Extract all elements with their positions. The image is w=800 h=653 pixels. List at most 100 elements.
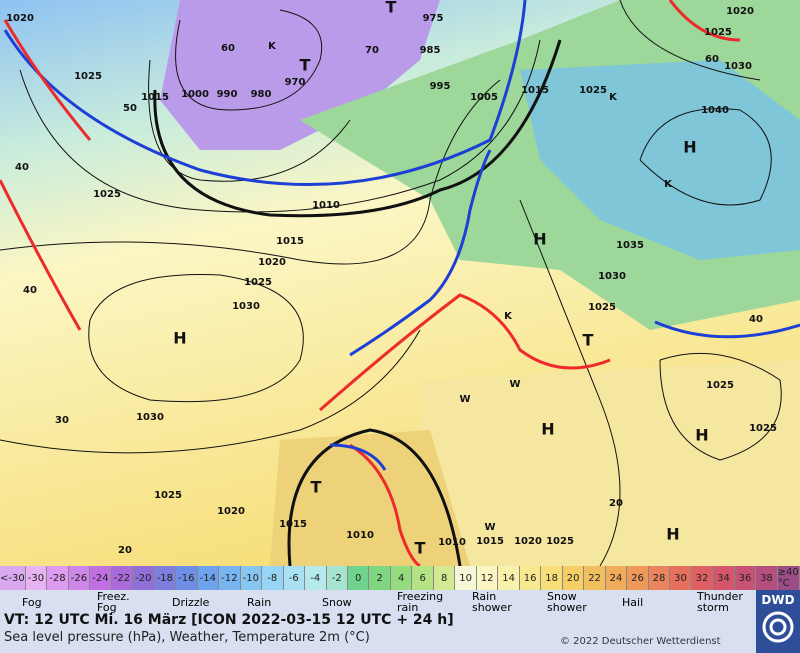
map-label: T: [386, 0, 397, 17]
legend-text: rain: [397, 601, 419, 614]
scale-cell: -16: [176, 566, 198, 590]
scale-cell: 2: [369, 566, 391, 590]
isobars: [0, 0, 782, 566]
map-label: K: [664, 179, 673, 190]
scale-cell: -4: [305, 566, 327, 590]
legend-text: storm: [697, 601, 729, 614]
legend-text: Snow: [322, 595, 352, 609]
map-label: 1025: [749, 423, 777, 434]
map-label: 985: [420, 45, 441, 56]
map-label: 1040: [701, 105, 729, 116]
legend-text: Freez.: [97, 590, 130, 603]
map-label: 60: [221, 43, 235, 54]
map-label: 1000: [181, 89, 209, 100]
scale-cell: 18: [541, 566, 563, 590]
legend-item: Rain shower: [450, 590, 525, 614]
scale-cell: -2: [326, 566, 348, 590]
scale-cell: 32: [691, 566, 714, 590]
map-label: 1025: [93, 189, 121, 200]
map-label: 30: [55, 415, 69, 426]
scale-cell: 30: [670, 566, 692, 590]
map-label: 1030: [232, 301, 260, 312]
scale-cell: 34: [713, 566, 735, 590]
scale-cell: 6: [412, 566, 434, 590]
legend-item: Drizzle: [150, 590, 225, 614]
legend-text: shower: [547, 601, 587, 614]
legend-text: Fog: [97, 601, 117, 614]
copyright: © 2022 Deutscher Wetterdienst: [560, 636, 721, 647]
map-label: 990: [217, 89, 238, 100]
logo-text: DWD: [761, 593, 795, 607]
valid-time: VT: 12 UTC Mi. 16 März [ICON 2022-03-15 …: [4, 612, 454, 628]
map-label: 50: [123, 103, 137, 114]
map-labels: 1020 1025 1015 1000 990 980 970 975 985 995 1005 10…: [6, 0, 777, 558]
map-label: W: [484, 522, 495, 533]
scale-cell: 38: [756, 566, 778, 590]
map-label: 1015: [141, 92, 169, 103]
map-label: T: [300, 56, 311, 75]
map-label: 1005: [470, 92, 498, 103]
map-label: 1025: [588, 302, 616, 313]
legend-item: Snow: [300, 590, 375, 614]
temperature-scale: <-30 -30 -28 -26 -24 -22 -20 -18 -16 -14 -12 -10 -8-…: [0, 566, 800, 590]
legend-text: shower: [472, 601, 512, 614]
map-label: 975: [423, 13, 444, 24]
map-label: W: [459, 394, 470, 405]
map-label: H: [173, 329, 186, 348]
legend-item: Freezing rain: [375, 590, 450, 614]
map-label: 1015: [279, 519, 307, 530]
map-label: 1015: [521, 85, 549, 96]
subtitle: Sea level pressure (hPa), Weather, Tempe…: [4, 630, 370, 645]
dwd-logo: DWD: [756, 590, 800, 653]
scale-cell: 36: [734, 566, 757, 590]
scale-cell: 28: [648, 566, 671, 590]
legend-item: Fog: [0, 590, 75, 614]
map-label: H: [695, 426, 708, 445]
map-label: 1025: [579, 85, 607, 96]
legend-text: Rain: [472, 590, 497, 603]
scale-cell: 14: [498, 566, 520, 590]
scale-cell: -8: [262, 566, 284, 590]
map-label: T: [583, 331, 594, 350]
legend-item: Freez. Fog: [75, 590, 150, 614]
map-label: H: [666, 525, 679, 544]
map-label: H: [533, 230, 546, 249]
scale-cell: 8: [433, 566, 456, 590]
scale-cell: -10: [240, 566, 263, 590]
scale-cell: 4: [390, 566, 413, 590]
scale-cell: 26: [627, 566, 649, 590]
map-label: 980: [251, 89, 272, 100]
scale-cell: 20: [562, 566, 585, 590]
scale-cell: -14: [197, 566, 220, 590]
map-label: 1020: [514, 536, 542, 547]
map-label: 1020: [258, 257, 286, 268]
legend-text: Thunder: [697, 590, 743, 603]
map-label: 1020: [6, 13, 34, 24]
map-label: 1025: [704, 27, 732, 38]
legend-text: Drizzle: [172, 595, 210, 609]
map-label: 60: [705, 54, 719, 65]
legend-text: Snow: [547, 590, 577, 603]
scale-cell: -18: [154, 566, 177, 590]
main-isobars: [153, 39, 562, 566]
scale-cell: -12: [219, 566, 241, 590]
scale-cell: 22: [584, 566, 606, 590]
map-label: 1025: [74, 71, 102, 82]
map-label: 1035: [616, 240, 644, 251]
map-label: 70: [365, 45, 379, 56]
map-label: 1030: [136, 412, 164, 423]
cool-area: [520, 60, 800, 260]
logo-symbol: [762, 611, 794, 643]
map-label: 1025: [154, 490, 182, 501]
map-label: H: [541, 420, 554, 439]
scale-cell: <-30: [0, 566, 26, 590]
scale-cell: -30: [25, 566, 48, 590]
map-label: 20: [609, 498, 623, 509]
scale-cell: -20: [133, 566, 155, 590]
fronts: [0, 0, 800, 566]
map-label: 40: [23, 285, 37, 296]
map-label: 1025: [706, 380, 734, 391]
map-label: K: [268, 41, 277, 52]
map-label: 1030: [724, 61, 752, 72]
